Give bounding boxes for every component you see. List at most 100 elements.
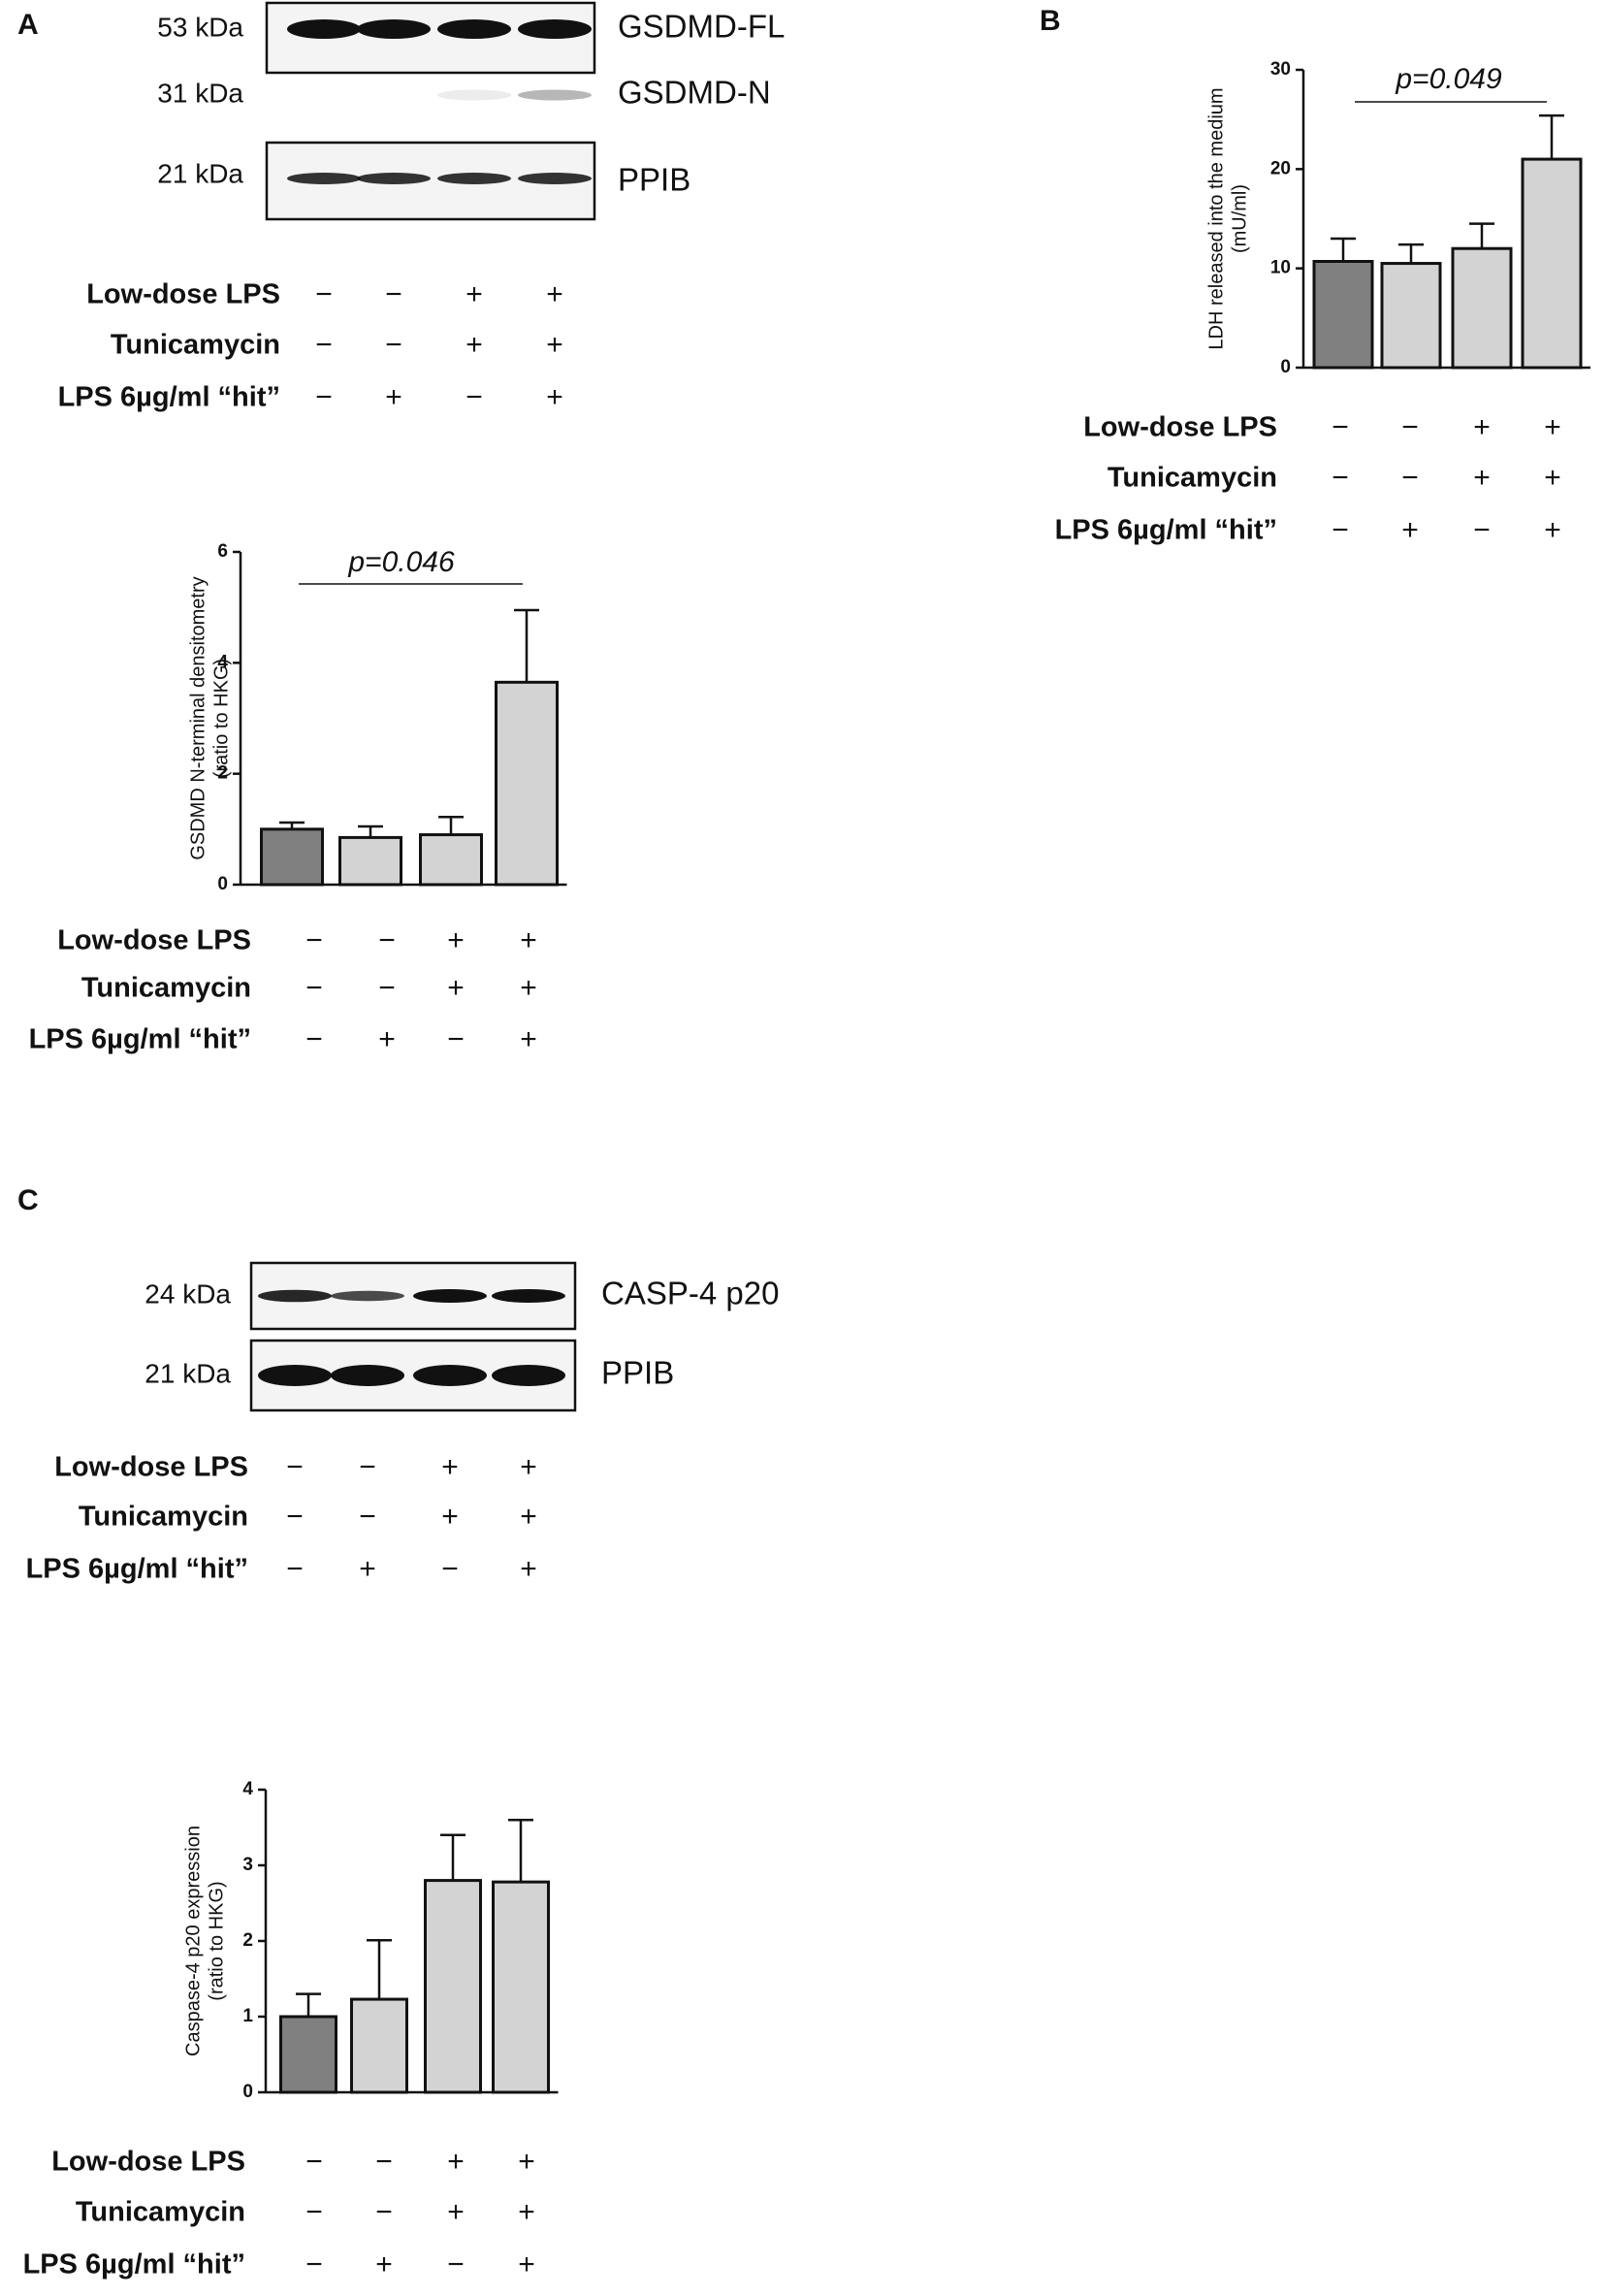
condition-sign: +: [359, 1553, 376, 1585]
condition-label: Low-dose LPS: [1083, 412, 1277, 443]
condition-sign: +: [520, 924, 537, 956]
condition-label: Tunicamycin: [76, 2197, 245, 2228]
condition-sign: −: [305, 972, 323, 1004]
condition-label: LPS 6µg/ml “hit”: [26, 1554, 248, 1585]
condition-label: Tunicamycin: [81, 973, 251, 1004]
panel-label: A: [17, 9, 39, 41]
condition-label: Tunicamycin: [79, 1502, 248, 1533]
condition-label: Low-dose LPS: [54, 1452, 248, 1483]
condition-sign: −: [305, 2146, 323, 2178]
band-name: GSDMD-FL: [618, 9, 785, 45]
condition-sign: −: [385, 278, 402, 310]
blot-band: [357, 19, 431, 39]
condition-label: LPS 6µg/ml “hit”: [1055, 515, 1277, 546]
condition-sign: +: [447, 2196, 465, 2228]
condition-label: LPS 6µg/ml “hit”: [23, 2249, 245, 2280]
condition-sign: +: [1544, 462, 1561, 494]
condition-sign: −: [305, 2196, 323, 2228]
condition-sign: +: [546, 329, 563, 361]
condition-sign: +: [447, 972, 465, 1004]
bar: [1312, 260, 1374, 370]
condition-sign: +: [1544, 411, 1561, 443]
condition-sign: +: [465, 329, 483, 361]
condition-sign: +: [1473, 462, 1491, 494]
condition-sign: +: [518, 2196, 535, 2228]
y-tick-label: 2: [217, 763, 228, 784]
bar: [1451, 246, 1513, 370]
condition-label: LPS 6µg/ml “hit”: [58, 382, 280, 413]
condition-sign: +: [465, 278, 483, 310]
condition-sign: +: [385, 381, 402, 413]
y-tick-label: 0: [242, 2082, 253, 2102]
condition-sign: −: [1332, 462, 1349, 494]
blot-band: [437, 173, 511, 184]
blot-band: [357, 173, 431, 184]
condition-label: LPS 6µg/ml “hit”: [29, 1024, 251, 1055]
band-size: 53 kDa: [157, 12, 243, 42]
condition-sign: −: [447, 1023, 465, 1055]
condition-sign: +: [441, 1451, 459, 1483]
y-axis-label: (ratio to HKG): [206, 1881, 227, 2000]
bar: [279, 2015, 337, 2094]
y-tick-label: 2: [242, 1930, 253, 1951]
y-tick-label: 6: [217, 541, 228, 562]
condition-sign: +: [447, 2146, 465, 2178]
bar: [492, 1880, 550, 2094]
condition-sign: +: [378, 1023, 396, 1055]
bar: [1380, 262, 1442, 370]
blot-band: [518, 89, 592, 101]
condition-sign: +: [1401, 514, 1419, 546]
band-name: PPIB: [601, 1355, 674, 1391]
band-size: 24 kDa: [144, 1278, 231, 1309]
bar: [350, 1997, 408, 2094]
condition-sign: −: [1401, 462, 1419, 494]
y-tick-label: 20: [1270, 158, 1291, 178]
condition-sign: +: [546, 278, 563, 310]
band-name: PPIB: [618, 162, 690, 198]
blot-band: [492, 1365, 565, 1386]
condition-sign: −: [385, 329, 402, 361]
condition-label: Low-dose LPS: [86, 279, 280, 310]
condition-sign: −: [465, 381, 483, 413]
condition-sign: −: [359, 1451, 376, 1483]
panel-label: C: [17, 1184, 39, 1216]
condition-sign: +: [1473, 411, 1491, 443]
blot-band: [413, 1289, 487, 1303]
condition-sign: +: [441, 1501, 459, 1533]
condition-sign: +: [520, 1501, 537, 1533]
bar: [495, 680, 559, 887]
band-name: CASP-4 p20: [601, 1276, 779, 1311]
condition-label: Low-dose LPS: [57, 925, 251, 956]
y-axis-label: (ratio to HKG): [210, 659, 232, 778]
condition-sign: −: [1332, 411, 1349, 443]
blot-band: [258, 1365, 332, 1386]
condition-sign: −: [441, 1553, 459, 1585]
blot-band: [287, 19, 361, 39]
condition-sign: −: [447, 2248, 465, 2280]
y-tick-label: 4: [217, 652, 228, 672]
condition-sign: +: [520, 972, 537, 1004]
condition-sign: +: [1544, 514, 1561, 546]
condition-sign: −: [315, 278, 333, 310]
bar: [260, 827, 324, 887]
blot-band: [437, 89, 511, 101]
condition-sign: −: [286, 1553, 304, 1585]
y-tick-label: 0: [217, 874, 228, 894]
condition-sign: +: [520, 1553, 537, 1585]
condition-sign: −: [305, 2248, 323, 2280]
y-axis-label: GSDMD N-terminal densitometry: [187, 576, 209, 859]
condition-sign: −: [375, 2146, 393, 2178]
y-axis-label: LDH released into the medium: [1205, 87, 1227, 349]
blot-band: [437, 19, 511, 39]
condition-sign: −: [1401, 411, 1419, 443]
bar: [419, 833, 483, 887]
condition-sign: −: [315, 381, 333, 413]
y-tick-label: 4: [242, 1779, 253, 1799]
y-tick-label: 30: [1270, 59, 1291, 80]
blot-band: [492, 1289, 565, 1303]
condition-sign: −: [359, 1501, 376, 1533]
condition-sign: +: [518, 2248, 535, 2280]
band-size: 21 kDa: [157, 158, 243, 188]
band-size: 31 kDa: [157, 78, 243, 108]
